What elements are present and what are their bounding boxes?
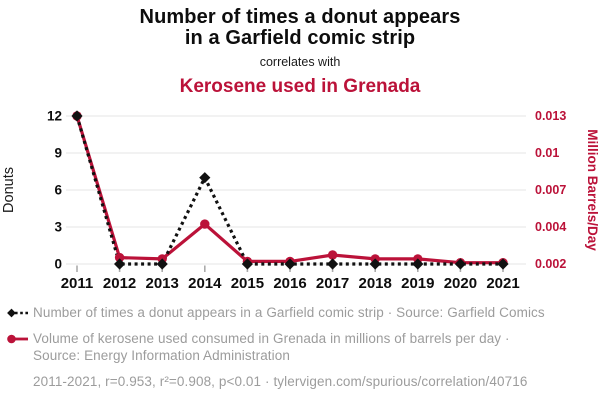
right-axis-tick-label: 0.004 bbox=[535, 220, 566, 234]
correlation-stats-and-url: 2011-2021, r=0.953, r²=0.908, p<0.01 · t… bbox=[33, 374, 528, 389]
donut-data-point bbox=[369, 258, 381, 270]
chart-subtitle: Kerosene used in Grenada bbox=[179, 76, 421, 97]
donut-data-point bbox=[241, 258, 253, 270]
left-axis-title: Donuts bbox=[1, 167, 17, 213]
chart-title-line-1: Number of times a donut appears bbox=[139, 6, 461, 28]
left-axis-tick-label: 6 bbox=[54, 183, 62, 198]
x-axis-tick-label: 2015 bbox=[231, 275, 264, 292]
x-axis-tick-label: 2021 bbox=[486, 275, 519, 292]
right-axis-tick-label: 0.002 bbox=[535, 257, 566, 271]
x-axis-tick-label: 2020 bbox=[444, 275, 477, 292]
donut-data-point bbox=[497, 258, 509, 270]
kerosene-data-point bbox=[200, 219, 210, 229]
x-axis-tick-label: 2012 bbox=[103, 275, 136, 292]
right-axis-tick-label: 0.007 bbox=[535, 183, 566, 197]
correlates-with-label: correlates with bbox=[259, 55, 341, 69]
right-axis-tick-label: 0.01 bbox=[535, 146, 559, 160]
donut-data-point bbox=[412, 258, 424, 270]
donut-data-point bbox=[454, 258, 466, 270]
legend-item-donuts: Number of times a donut appears in a Gar… bbox=[6, 304, 594, 321]
x-axis-tick-label: 2013 bbox=[146, 275, 179, 292]
legend-item-kerosene: Volume of kerosene used consumed in Gren… bbox=[6, 330, 594, 364]
donut-data-point bbox=[199, 172, 211, 184]
chart-header: Number of times a donut appears in a Gar… bbox=[0, 0, 600, 98]
left-axis-tick-label: 12 bbox=[47, 109, 62, 124]
x-axis-tick-label: 2011 bbox=[61, 275, 94, 292]
x-axis-tick-label: 2014 bbox=[188, 275, 222, 292]
line-chart: 2011 2012 2013 2014 2015 2016 2017 2018 2019 2020… bbox=[1, 109, 600, 293]
chart-title-line-2: in a Garfield comic strip bbox=[184, 27, 416, 49]
kerosene-series-line bbox=[75, 115, 503, 265]
legend-stats-row: 2011-2021, r=0.953, r²=0.908, p<0.01 · t… bbox=[33, 373, 594, 390]
legend-label-donuts: Number of times a donut appears in a Gar… bbox=[33, 305, 545, 320]
donut-data-point bbox=[114, 258, 126, 270]
left-axis-tick-label: 0 bbox=[54, 257, 62, 272]
x-axis-tick-label: 2016 bbox=[273, 275, 306, 292]
x-axis-tick-label: 2019 bbox=[401, 275, 434, 292]
right-axis-tick-label: 0.013 bbox=[535, 109, 566, 123]
donut-data-point bbox=[327, 258, 339, 270]
x-axis-tick-label: 2018 bbox=[359, 275, 392, 292]
donut-data-point bbox=[71, 110, 83, 122]
left-axis-tick-label: 9 bbox=[54, 146, 62, 161]
right-axis-title: Million Barrels/Day bbox=[585, 129, 600, 251]
legend-label-kerosene: Volume of kerosene used consumed in Gren… bbox=[33, 331, 510, 363]
donut-data-point bbox=[156, 258, 168, 270]
kerosene-data-point bbox=[327, 250, 338, 260]
diamond-dashed-legend-icon bbox=[7, 308, 30, 318]
chart-area: 2011 2012 2013 2014 2015 2016 2017 2018 2019 2020… bbox=[0, 97, 600, 297]
left-axis-tick-label: 3 bbox=[54, 220, 62, 235]
x-axis-tick-label: 2017 bbox=[316, 275, 349, 292]
chart-legend: Number of times a donut appears in a Gar… bbox=[0, 297, 600, 390]
kerosene-data-point bbox=[114, 252, 125, 263]
donut-data-point bbox=[284, 258, 296, 270]
circle-line-legend-icon bbox=[7, 334, 28, 344]
